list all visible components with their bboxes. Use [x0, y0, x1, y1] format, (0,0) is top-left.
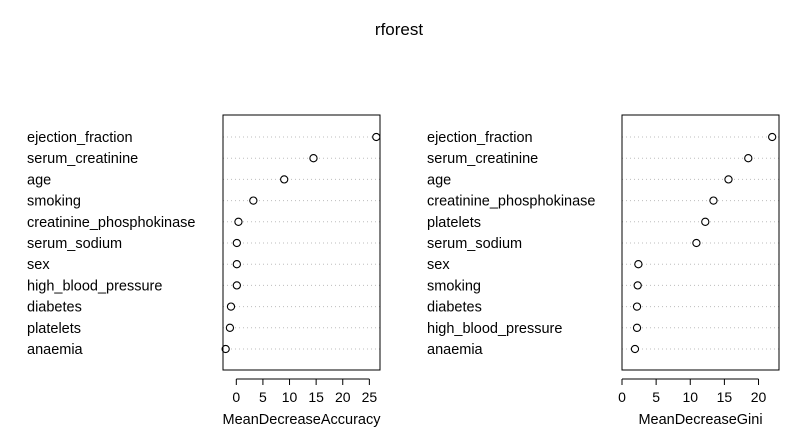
category-label: serum_creatinine: [427, 151, 538, 167]
x-tick-label: 5: [652, 389, 660, 405]
x-axis-label: MeanDecreaseGini: [638, 412, 762, 428]
category-label: high_blood_pressure: [427, 321, 562, 337]
category-label: high_blood_pressure: [27, 278, 162, 294]
x-tick-label: 0: [618, 389, 626, 405]
x-tick-label: 15: [717, 389, 733, 405]
data-point: [226, 302, 236, 311]
category-label: creatinine_phosphokinase: [427, 194, 596, 210]
data-point: [234, 217, 243, 226]
category-label: platelets: [27, 321, 81, 337]
x-tick-label: 25: [362, 389, 378, 405]
data-point: [634, 260, 643, 269]
data-point: [232, 238, 241, 248]
x-axis-label: MeanDecreaseAccuracy: [223, 412, 382, 428]
x-tick-label: 15: [308, 389, 324, 405]
data-point: [768, 132, 777, 142]
x-tick-label: 20: [335, 389, 351, 405]
category-label: sex: [427, 257, 450, 273]
data-point: [249, 196, 258, 205]
x-tick-label: 10: [682, 389, 698, 405]
data-point: [692, 238, 701, 248]
data-point: [232, 281, 241, 290]
data-point: [372, 132, 381, 142]
category-label: diabetes: [27, 300, 82, 316]
category-label: platelets: [427, 215, 481, 231]
x-tick-label: 5: [259, 389, 267, 405]
data-point: [724, 175, 733, 184]
data-point: [221, 344, 230, 354]
category-label: serum_creatinine: [27, 151, 138, 167]
category-label: serum_sodium: [427, 236, 522, 252]
category-label: anaemia: [27, 342, 84, 358]
category-label: anaemia: [427, 342, 484, 358]
category-label: smoking: [27, 194, 81, 210]
data-point: [709, 196, 718, 205]
data-point: [632, 323, 642, 332]
data-point: [280, 175, 289, 184]
category-label: ejection_fraction: [427, 130, 533, 146]
category-label: diabetes: [427, 300, 482, 316]
data-point: [309, 154, 318, 163]
category-label: smoking: [427, 278, 481, 294]
plot-frame: [222, 114, 381, 371]
data-point: [744, 154, 753, 163]
category-label: age: [427, 172, 451, 188]
category-label: serum_sodium: [27, 236, 122, 252]
x-tick-label: 10: [282, 389, 298, 405]
chart-title: rforest: [375, 20, 423, 39]
data-point: [232, 260, 241, 269]
data-point: [701, 217, 710, 226]
data-point: [632, 302, 642, 311]
data-point: [225, 323, 235, 332]
category-label: sex: [27, 257, 50, 273]
data-point: [633, 281, 642, 290]
category-label: creatinine_phosphokinase: [27, 215, 196, 231]
category-label: age: [27, 172, 51, 188]
plot-frame: [621, 114, 780, 371]
x-tick-label: 0: [232, 389, 240, 405]
category-label: ejection_fraction: [27, 130, 133, 146]
data-point: [630, 344, 640, 354]
x-tick-label: 20: [751, 389, 767, 405]
